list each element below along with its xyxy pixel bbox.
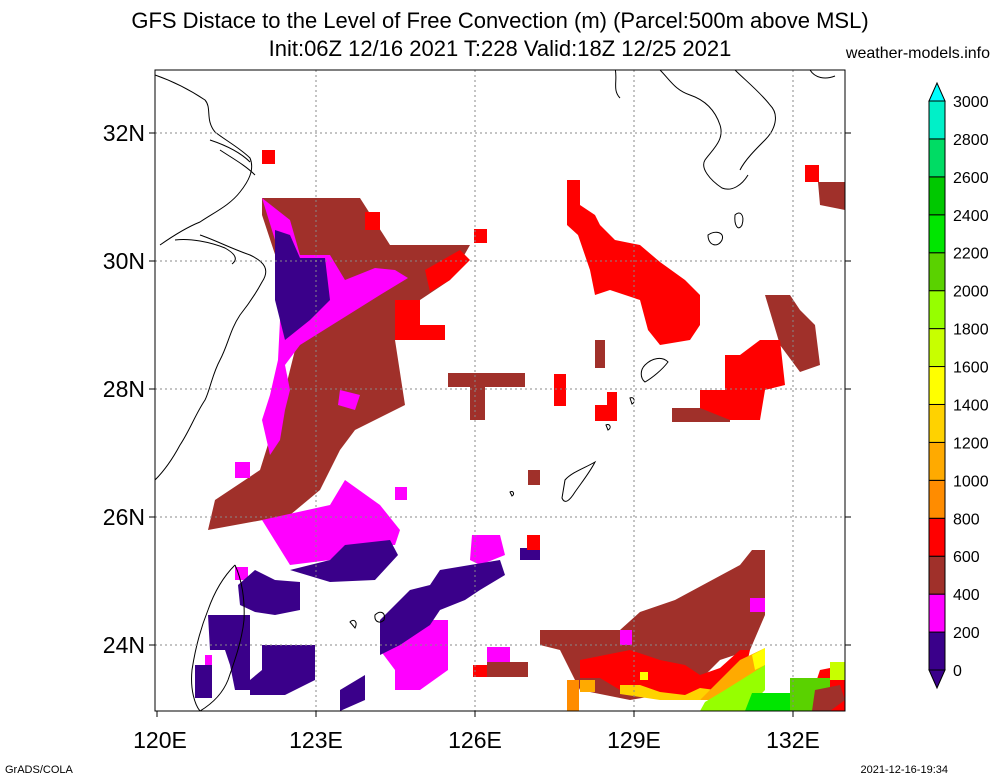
color-bar-label: 600: [953, 549, 980, 566]
color-bar-segment: [928, 441, 946, 481]
color-bar-label: 2800: [953, 132, 989, 149]
color-bar-min-arrow: [928, 669, 946, 690]
color-bar-segment: [928, 366, 946, 405]
footer-credit: GrADS/COLA: [5, 764, 73, 776]
color-bar-segment: [928, 555, 946, 595]
color-bar-segment: [928, 176, 946, 216]
lon-label: 123E: [289, 727, 343, 753]
color-bar-label: 800: [953, 511, 980, 528]
color-bar-label: 1800: [953, 322, 989, 339]
lat-label: 32N: [103, 120, 145, 146]
color-bar-segment: [928, 479, 946, 519]
color-bar-label: 3000: [953, 94, 989, 111]
color-bar-label: 1000: [953, 473, 989, 490]
color-bar-label: 1600: [953, 360, 989, 377]
color-bar-segment: [928, 517, 946, 557]
color-bar-label: 2200: [953, 246, 989, 263]
lon-label: 132E: [766, 727, 820, 753]
color-bar-segment: [928, 100, 946, 140]
lat-label: 24N: [103, 632, 145, 658]
color-bar-label: 200: [953, 625, 980, 642]
lat-labels: 32N 30N 28N 26N 24N: [103, 120, 145, 658]
footer-timestamp: 2021-12-16-19:34: [860, 764, 948, 776]
color-bar-label: 2000: [953, 284, 989, 301]
lat-label: 30N: [103, 248, 145, 274]
map-frame: [154, 69, 846, 712]
lon-label: 120E: [133, 727, 187, 753]
color-bar-segment: [928, 214, 946, 254]
grid: [155, 70, 845, 711]
color-bar-segment: [928, 290, 946, 330]
color-bar-segment: [928, 593, 946, 633]
color-bar-segment: [928, 403, 946, 443]
color-bar-segment: [928, 631, 946, 671]
lon-labels: 120E 123E 126E 129E 132E: [133, 727, 820, 753]
color-bar-label: 1400: [953, 397, 989, 414]
chart-subtitle: Init:06Z 12/16 2021 T:228 Valid:18Z 12/2…: [268, 36, 732, 61]
color-bar-segment: [928, 328, 946, 368]
chart-title: GFS Distace to the Level of Free Convect…: [131, 8, 869, 33]
field-high-values: [567, 648, 845, 711]
color-bar-max-arrow: [928, 81, 946, 102]
color-bar-label: 0: [953, 663, 962, 680]
lat-label: 26N: [103, 504, 145, 530]
color-bar-label: 2400: [953, 208, 989, 225]
color-bar-segment: [928, 138, 946, 178]
color-bar-label: 2600: [953, 170, 989, 187]
axis-ticks: [149, 132, 851, 717]
lfc-field: [195, 150, 845, 711]
color-bar: 0 200 400 600 800 1000 1200 1400 1600 1800 2000 220…: [928, 81, 989, 690]
site-credit: weather-models.info: [845, 45, 990, 62]
color-bar-segment: [928, 252, 946, 292]
field-0-200: [195, 230, 540, 711]
lat-label: 28N: [103, 376, 145, 402]
lon-label: 126E: [448, 727, 502, 753]
coastlines: [155, 70, 836, 711]
color-bar-label: 1200: [953, 435, 989, 452]
lon-label: 129E: [607, 727, 661, 753]
color-bar-label: 400: [953, 587, 980, 604]
